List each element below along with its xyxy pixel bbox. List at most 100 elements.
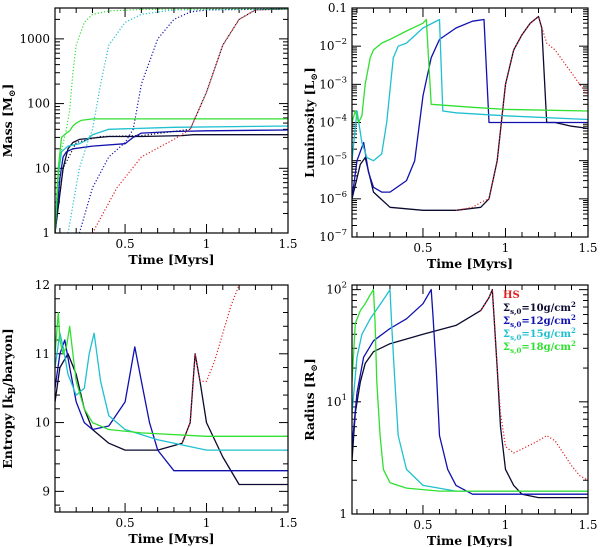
y-tick-label: 1000 — [19, 32, 50, 46]
y-axis-label: Mass [M⊙] — [0, 84, 18, 158]
x-tick-label: 1.5 — [278, 516, 297, 530]
legend-subscript: s,0 — [510, 320, 521, 329]
legend-entry: Σs,0=15g/cm2 — [503, 326, 576, 342]
x-axis-label: Time [Myrs] — [427, 256, 513, 271]
series-cyan-solid — [352, 18, 588, 162]
x-tick-label: 0.5 — [413, 518, 432, 532]
ylabel-text: Entropy [k — [0, 394, 15, 469]
x-tick-label: 1 — [203, 237, 211, 251]
tick-base: 10 — [319, 192, 334, 206]
series-green-solid — [55, 311, 288, 437]
series-blue-solid — [55, 339, 288, 472]
y-tick-label: 10−6 — [319, 190, 347, 206]
tick-exponent: 2 — [342, 281, 347, 291]
series-green-dotted — [55, 8, 288, 233]
legend-text: =10g/cm — [521, 303, 571, 314]
legend-symbol: Σ — [503, 329, 510, 340]
tick-exponent: −3 — [334, 75, 347, 85]
y-tick-label: 101 — [326, 393, 347, 409]
legend-text: =18g/cm — [521, 342, 571, 353]
y-tick-label: 9 — [42, 484, 50, 498]
legend-superscript: 2 — [571, 300, 576, 309]
tick-base: 10 — [326, 283, 341, 297]
legend-superscript: 2 — [571, 313, 576, 322]
ylabel-subscript: ⊙ — [310, 73, 320, 81]
series-red-dotted — [91, 8, 288, 233]
y-tick-label: 10−7 — [319, 228, 347, 244]
legend-superscript: 2 — [571, 326, 576, 335]
legend-text: =12g/cm — [521, 316, 571, 327]
y-tick-label: 10 — [35, 161, 50, 175]
legend-symbol: Σ — [503, 342, 510, 353]
ticks — [55, 284, 289, 512]
y-tick-label: 102 — [326, 281, 347, 297]
x-tick-label: 0.5 — [116, 237, 135, 251]
series-green-solid — [352, 288, 588, 492]
ylabel-text: Mass [M — [0, 97, 15, 157]
x-axis-label: Time [Myrs] — [128, 531, 214, 546]
x-tick-label: 1 — [502, 241, 510, 255]
tick-base: 10 — [326, 395, 341, 409]
series-cyan-solid — [55, 125, 288, 233]
y-tick-label: 100 — [27, 97, 50, 111]
tick-base: 10 — [319, 116, 334, 130]
x-axis-label: Time [Myrs] — [427, 533, 513, 547]
y-tick-label: 10 — [35, 416, 50, 430]
legend-entry: Σs,0=10g/cm2 — [503, 300, 576, 316]
tick-base: 10 — [319, 230, 334, 244]
ylabel-text: ] — [302, 358, 317, 364]
y-tick-label: 0.1 — [328, 1, 347, 15]
series-blue-solid — [352, 18, 588, 199]
ylabel-text: Luminosity [L — [302, 80, 317, 177]
legend-text: =15g/cm — [521, 329, 571, 340]
legend-entry: Σs,0=18g/cm2 — [503, 339, 576, 355]
tick-exponent: −5 — [334, 152, 347, 162]
y-tick-label: 10−5 — [319, 152, 347, 168]
x-tick-label: 1.5 — [578, 518, 597, 532]
series-group — [55, 285, 288, 486]
series-blue-solid — [55, 129, 288, 233]
x-tick-label: 1.5 — [278, 237, 297, 251]
plot-frame — [54, 284, 289, 513]
series-group — [352, 288, 588, 499]
series-black-solid — [55, 134, 288, 233]
series-black-dotted — [55, 8, 288, 233]
y-tick-label: 1 — [42, 226, 50, 240]
tick-exponent: −2 — [334, 37, 347, 47]
y-tick-label: 11 — [35, 347, 50, 361]
ylabel-subscript: ⊙ — [310, 364, 320, 372]
y-tick-label: 10−3 — [319, 75, 347, 91]
ylabel-subscript: B — [8, 386, 18, 394]
plot-frame — [351, 284, 589, 515]
ylabel-text: ] — [302, 67, 317, 73]
ticks — [55, 7, 289, 234]
legend-symbol: Σ — [503, 303, 510, 314]
series-black-solid — [352, 288, 588, 499]
legend-entry: Σs,0=12g/cm2 — [503, 313, 576, 329]
series-group — [55, 8, 288, 233]
series-group — [352, 15, 588, 211]
y-axis-label: Luminosity [L⊙] — [302, 67, 320, 178]
tick-exponent: 1 — [342, 393, 347, 403]
chart-panel-3: 0.5 1 1.5 9 10 11 12 Time [Myrs] Entropy [kB/bar… — [0, 278, 298, 546]
x-tick-label: 1.5 — [578, 241, 597, 255]
y-axis-label: Entropy [kB/baryon] — [0, 328, 18, 468]
x-tick-label: 1 — [502, 518, 510, 532]
legend-subscript: s,0 — [510, 307, 521, 316]
tick-exponent: −6 — [334, 190, 347, 200]
series-cyan-solid — [352, 288, 588, 492]
tick-base: 10 — [319, 77, 334, 91]
x-tick-label: 0.5 — [116, 516, 135, 530]
series-cyan-dotted — [67, 8, 288, 233]
series-red-dotted — [181, 285, 240, 444]
y-axis-label: Radius [R⊙] — [302, 358, 320, 441]
tick-exponent: −7 — [334, 228, 347, 238]
ylabel-text: /baryon] — [0, 328, 15, 387]
legend-entry: HS — [503, 290, 520, 301]
tick-base: 10 — [319, 39, 334, 53]
series-green-solid — [352, 18, 588, 124]
tick-exponent: −4 — [334, 114, 347, 124]
